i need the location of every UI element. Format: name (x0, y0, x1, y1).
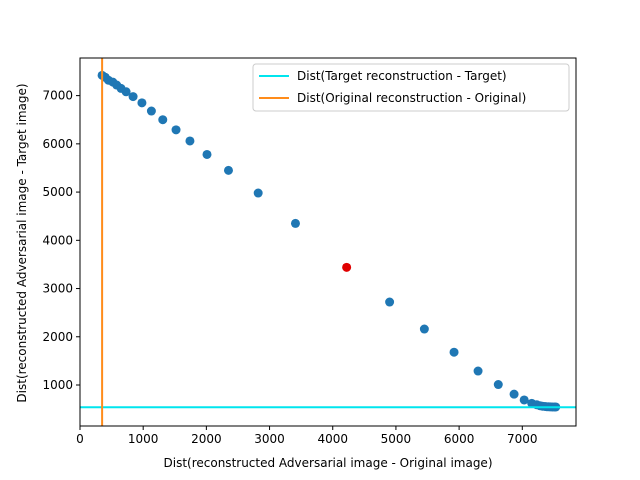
y-tick-label-7000: 7000 (42, 89, 73, 103)
scatter-point-6 (121, 87, 131, 97)
x-tick-label-7000: 7000 (507, 432, 538, 446)
scatter-point-10 (158, 115, 168, 125)
x-tick-label-1000: 1000 (128, 432, 159, 446)
x-tick-label-3000: 3000 (254, 432, 285, 446)
legend-label-target: Dist(Target reconstruction - Target) (297, 69, 507, 83)
scatter-point-23 (519, 395, 529, 405)
scatter-point-13 (202, 149, 212, 159)
legend: Dist(Target reconstruction - Target) Dis… (252, 63, 570, 112)
y-tick-label-6000: 6000 (42, 137, 73, 151)
y-tick-label-1000: 1000 (42, 378, 73, 392)
legend-box (252, 63, 570, 112)
highlight-point-0 (342, 262, 352, 272)
scatter-point-14 (223, 165, 233, 175)
legend-label-original: Dist(Original reconstruction - Original) (297, 91, 526, 105)
scatter-point-7 (128, 92, 138, 102)
scatter-point-22 (509, 389, 519, 399)
scatter-point-12 (185, 136, 195, 146)
x-tick-label-2000: 2000 (191, 432, 222, 446)
scatter-point-17 (385, 297, 395, 307)
x-tick-label-0: 0 (76, 432, 84, 446)
scatter-point-21 (493, 380, 503, 390)
scatter-point-19 (449, 347, 459, 357)
y-tick-label-5000: 5000 (42, 185, 73, 199)
x-tick-label-5000: 5000 (381, 432, 412, 446)
y-tick-label-4000: 4000 (42, 233, 73, 247)
scatter-point-9 (146, 106, 156, 116)
x-tick-label-6000: 6000 (444, 432, 475, 446)
scatter-point-15 (253, 188, 263, 198)
scatter-point-18 (419, 324, 429, 334)
y-tick-label-2000: 2000 (42, 330, 73, 344)
scatter-point-8 (137, 98, 147, 108)
y-axis-label: Dist(reconstructed Adversarial image - T… (15, 83, 29, 402)
scatter-point-11 (171, 125, 181, 135)
x-tick-label-4000: 4000 (317, 432, 348, 446)
scatter-point-16 (290, 218, 300, 228)
scatter-point-20 (473, 366, 483, 376)
x-axis-label: Dist(reconstructed Adversarial image - O… (164, 456, 493, 470)
plot-frame (79, 57, 577, 427)
y-tick-label-3000: 3000 (42, 282, 73, 296)
